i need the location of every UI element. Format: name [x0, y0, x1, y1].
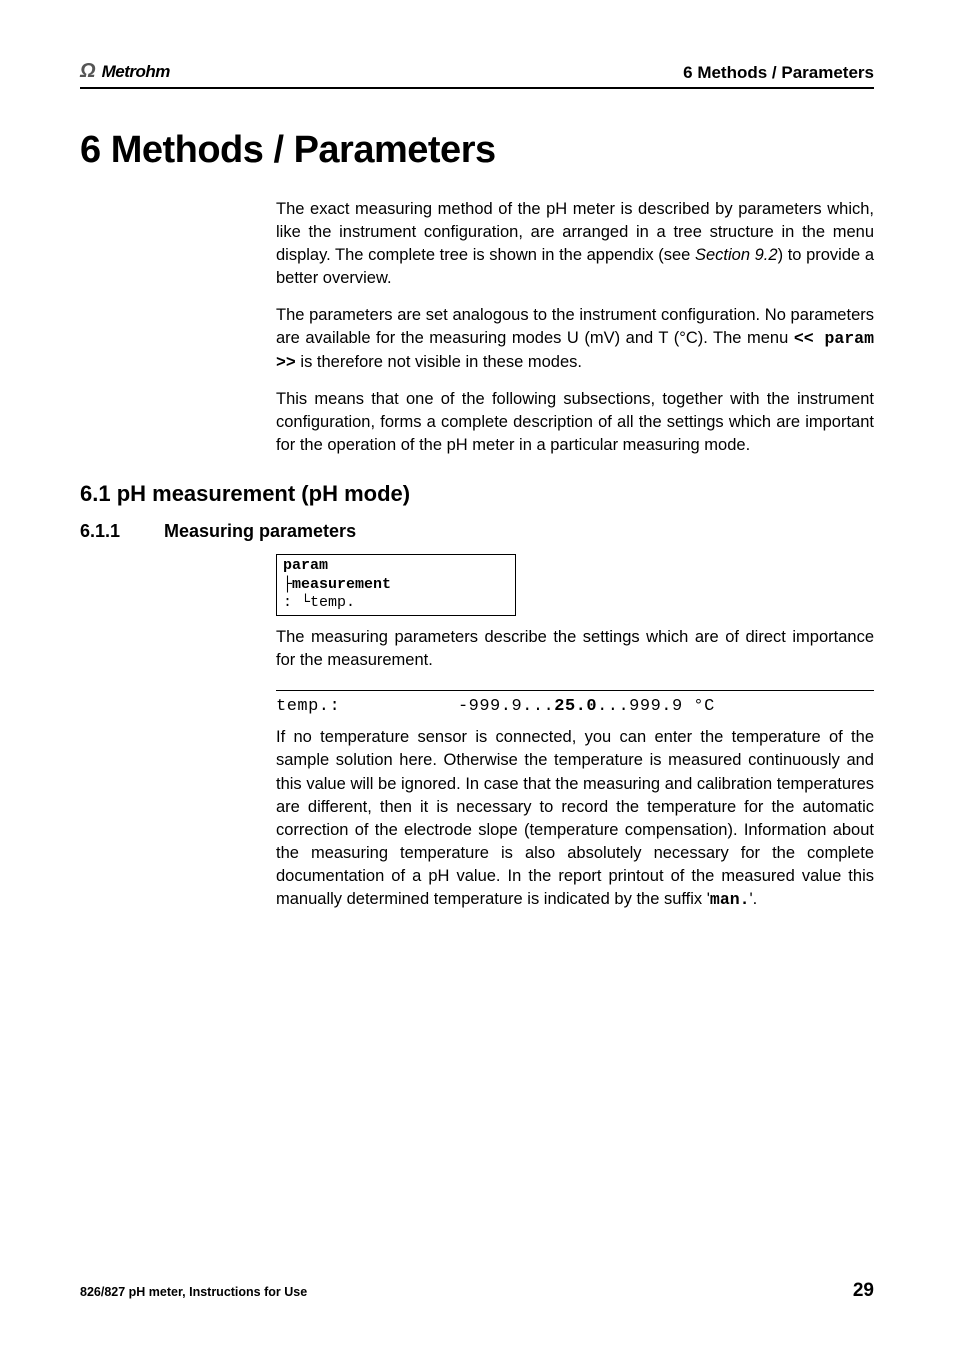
subsection-number: 6.1.1: [80, 521, 164, 542]
footer-doc-title: 826/827 pH meter, Instructions for Use: [80, 1285, 307, 1299]
intro-paragraph-1: The exact measuring method of the pH met…: [276, 198, 874, 290]
temp-range-line: temp.: -999.9...25.0...999.9 °C: [276, 690, 874, 716]
intro-paragraph-2: The parameters are set analogous to the …: [276, 304, 874, 373]
page-header: Ω Metrohm 6 Methods / Parameters: [80, 60, 874, 89]
header-chapter-title: 6 Methods / Parameters: [683, 63, 874, 83]
text: The parameters are set analogous to the …: [276, 306, 874, 347]
text: '.: [750, 890, 758, 908]
tree-branch: : └: [283, 594, 310, 611]
param-label: temp.:: [276, 697, 340, 716]
param-tree-box: param ├measurement : └temp.: [276, 554, 516, 616]
param-tree-line: param: [283, 557, 509, 576]
page: Ω Metrohm 6 Methods / Parameters 6 Metho…: [0, 0, 954, 1350]
text: measurement: [292, 576, 391, 593]
text: param: [283, 557, 328, 574]
param-tree-line: : └temp.: [283, 594, 509, 613]
text: If no temperature sensor is connected, y…: [276, 728, 874, 908]
suffix-token: man.: [710, 890, 750, 909]
temp-description: If no temperature sensor is connected, y…: [276, 726, 874, 911]
param-tree-line: ├measurement: [283, 576, 509, 595]
logo-symbol: Ω: [80, 60, 96, 83]
range-max: ...999.9 °C: [597, 697, 715, 716]
text: temp.: [310, 594, 355, 611]
section-ref: Section 9.2: [695, 246, 778, 264]
intro-paragraph-3: This means that one of the following sub…: [276, 388, 874, 457]
page-number: 29: [853, 1280, 874, 1302]
text: is therefore not visible in these modes.: [296, 353, 582, 371]
range-min: -999.9...: [458, 697, 554, 716]
page-footer: 826/827 pH meter, Instructions for Use 2…: [80, 1280, 874, 1302]
spacer: [340, 697, 458, 716]
section-title: 6.1 pH measurement (pH mode): [80, 481, 874, 507]
chapter-title: 6 Methods / Parameters: [80, 129, 874, 172]
range-default: 25.0: [554, 697, 597, 716]
subsection-title: 6.1.1Measuring parameters: [80, 521, 874, 542]
param-description: The measuring parameters describe the se…: [276, 626, 874, 672]
subsection-name: Measuring parameters: [164, 521, 356, 541]
logo-text: Metrohm: [102, 62, 170, 82]
tree-branch: ├: [283, 576, 292, 593]
brand-logo: Ω Metrohm: [80, 60, 170, 83]
